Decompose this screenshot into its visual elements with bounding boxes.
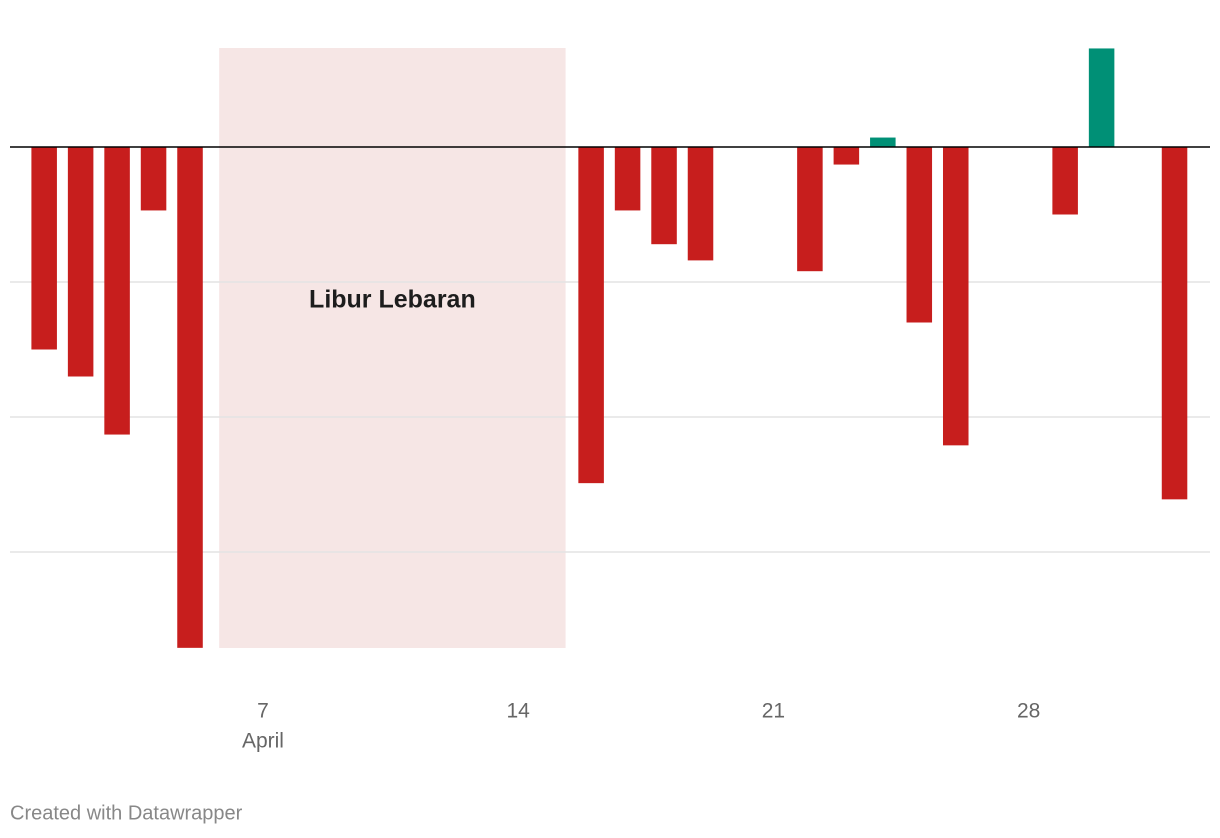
x-tick-label: 21 [762, 700, 785, 723]
x-tick-label: 28 [1017, 700, 1040, 723]
bar [104, 147, 130, 435]
highlight-label: Libur Lebaran [309, 286, 476, 314]
bar [1161, 147, 1188, 500]
bar [797, 147, 823, 272]
highlight-band [219, 48, 566, 648]
bar [67, 147, 94, 377]
credit: Created with Datawrapper [10, 802, 243, 824]
bar [578, 147, 604, 484]
x-tick-sublabel: April [242, 730, 284, 753]
bar [31, 147, 57, 350]
x-tick-label: 14 [507, 700, 531, 723]
bar [942, 147, 969, 446]
bar [833, 147, 860, 165]
bar [1052, 147, 1078, 215]
bar [177, 147, 203, 648]
bar [614, 147, 641, 211]
bar [870, 137, 896, 147]
bar [906, 147, 933, 323]
bar [651, 147, 677, 245]
bar [140, 147, 167, 211]
bar [687, 147, 714, 261]
bar [1088, 48, 1115, 148]
x-tick-label: 7 [257, 700, 269, 723]
